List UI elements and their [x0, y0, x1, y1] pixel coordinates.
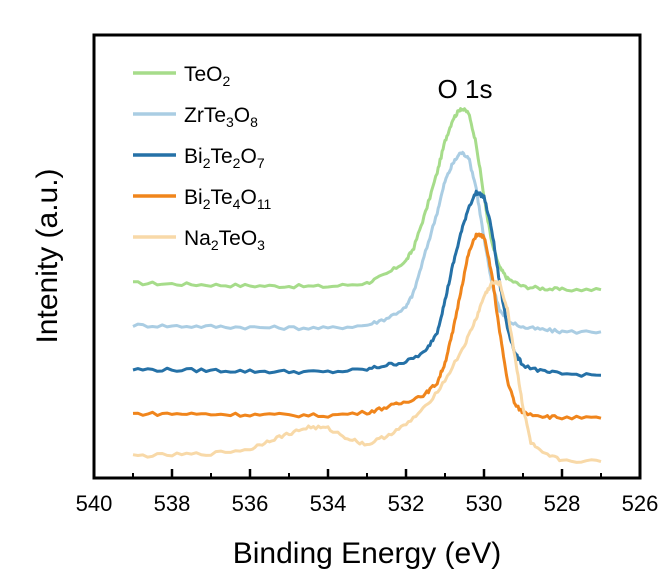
x-axis-label: Binding Energy (eV)	[233, 537, 501, 570]
x-tick-label: 530	[466, 491, 503, 516]
peak-annotation: O 1s	[438, 74, 493, 104]
legend-label: TeO2	[184, 63, 231, 89]
y-axis-label: Intenity (a.u.)	[31, 168, 64, 343]
x-tick-label: 538	[154, 491, 191, 516]
legend-item-ZrTe3O8: ZrTe3O8	[133, 104, 258, 130]
legend-label: Na2TeO3	[184, 227, 265, 253]
legend-item-Na2TeO3: Na2TeO3	[133, 227, 265, 253]
plot-frame	[92, 33, 642, 480]
legend: TeO2 ZrTe3O8 Bi2Te2O7 Bi2Te4O11 Na2TeO3	[133, 63, 272, 253]
series-line-Bi2Te4O11	[132, 232, 602, 421]
legend-item-Bi2Te2O7: Bi2Te2O7	[133, 145, 265, 171]
x-tick-label: 528	[544, 491, 581, 516]
series-lines	[132, 107, 602, 464]
series-line-Na2TeO3	[132, 279, 602, 464]
x-axis-ticks: 540 538 536 534 532 530 528 526	[76, 469, 659, 516]
legend-item-Bi2Te4O11: Bi2Te4O11	[133, 186, 272, 212]
legend-label: Bi2Te2O7	[184, 145, 265, 171]
series-line-TeO2	[133, 107, 602, 293]
legend-label: ZrTe3O8	[184, 104, 258, 130]
legend-item-TeO2: TeO2	[133, 63, 231, 89]
x-tick-label: 540	[76, 491, 113, 516]
x-tick-label: 526	[622, 491, 659, 516]
x-tick-label: 536	[232, 491, 269, 516]
legend-label: Bi2Te4O11	[184, 186, 272, 212]
x-tick-label: 532	[388, 491, 425, 516]
x-tick-label: 534	[310, 491, 347, 516]
